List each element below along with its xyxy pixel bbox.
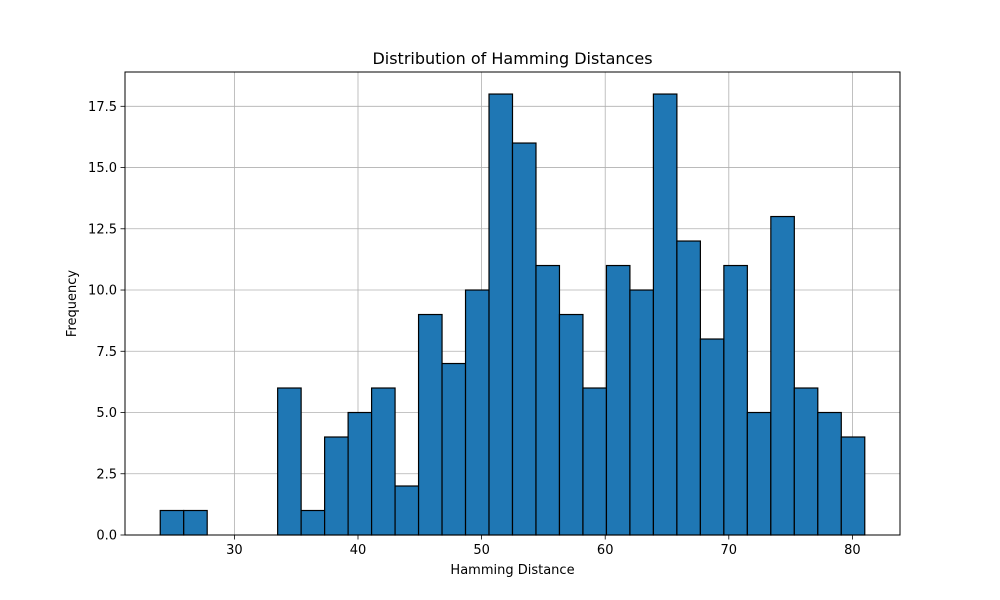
histogram-bar xyxy=(277,387,302,536)
plot-frame xyxy=(124,71,901,536)
histogram-bars xyxy=(159,93,866,536)
histogram-bar xyxy=(558,313,584,536)
histogram-bar xyxy=(629,289,655,536)
histogram-bar xyxy=(582,387,608,536)
histogram-bar xyxy=(676,240,701,536)
histogram-bar xyxy=(793,387,819,536)
histogram-bar xyxy=(535,264,561,536)
histogram-bar xyxy=(464,289,490,536)
histogram-bar xyxy=(394,485,420,536)
histogram-bar xyxy=(652,93,678,536)
x-tick-label: 50 xyxy=(473,543,490,558)
x-tick-label: 30 xyxy=(226,543,243,558)
histogram-bar xyxy=(347,411,373,536)
x-tick-label: 80 xyxy=(844,543,861,558)
histogram-bar xyxy=(370,387,396,536)
histogram-bar xyxy=(511,142,537,536)
histogram-bar xyxy=(840,436,866,536)
y-tick-label: 0.0 xyxy=(96,529,117,544)
histogram-bar xyxy=(746,411,772,536)
x-axis-label: Hamming Distance xyxy=(450,563,574,578)
histogram-bar xyxy=(723,264,748,536)
histogram-bar xyxy=(417,313,443,536)
histogram-bar xyxy=(699,338,725,536)
y-tick-label: 10.0 xyxy=(88,284,117,299)
histogram-bar xyxy=(817,411,842,536)
histogram-bar xyxy=(324,436,349,536)
histogram-bar xyxy=(770,215,795,536)
histogram-bar xyxy=(605,264,631,536)
histogram-bar xyxy=(183,509,208,536)
y-tick-label: 12.5 xyxy=(88,222,117,237)
x-tick-label: 70 xyxy=(721,543,738,558)
y-axis-label: Frequency xyxy=(65,270,80,337)
y-axis-ticks: 0.0 2.5 5.0 7.5 10.0 12.5 15.0 17.5 xyxy=(88,100,125,544)
y-tick-label: 7.5 xyxy=(96,345,117,360)
chart-title: Distribution of Hamming Distances xyxy=(372,49,652,68)
histogram-bar xyxy=(441,362,467,536)
x-tick-label: 40 xyxy=(350,543,367,558)
x-tick-label: 60 xyxy=(597,543,614,558)
y-tick-label: 2.5 xyxy=(96,467,117,482)
x-axis-ticks: 30 40 50 60 70 80 xyxy=(226,535,861,558)
y-tick-label: 5.0 xyxy=(96,406,117,421)
y-tick-label: 17.5 xyxy=(88,100,117,115)
y-tick-label: 15.0 xyxy=(88,161,117,176)
histogram-bar xyxy=(300,509,326,536)
histogram-bar xyxy=(159,509,185,536)
histogram-bar xyxy=(488,93,514,536)
